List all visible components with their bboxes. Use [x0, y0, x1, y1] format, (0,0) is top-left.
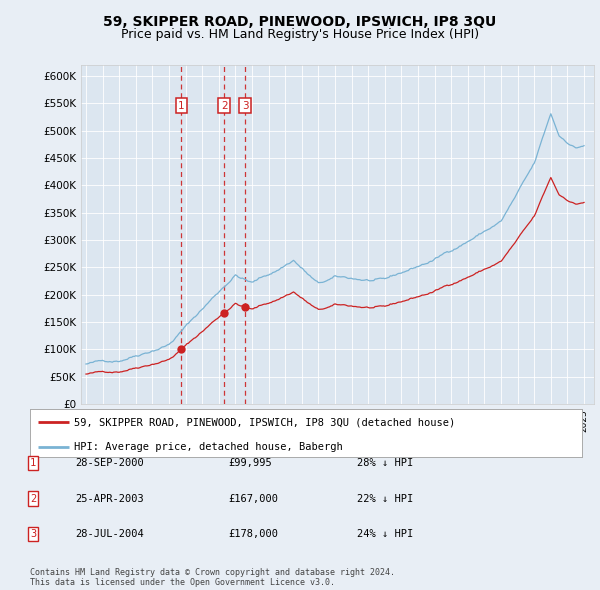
- Text: 22% ↓ HPI: 22% ↓ HPI: [357, 494, 413, 503]
- Text: Contains HM Land Registry data © Crown copyright and database right 2024.
This d: Contains HM Land Registry data © Crown c…: [30, 568, 395, 587]
- Text: 28-JUL-2004: 28-JUL-2004: [75, 529, 144, 539]
- Text: £99,995: £99,995: [228, 458, 272, 468]
- Text: 59, SKIPPER ROAD, PINEWOOD, IPSWICH, IP8 3QU (detached house): 59, SKIPPER ROAD, PINEWOOD, IPSWICH, IP8…: [74, 417, 455, 427]
- Text: 28-SEP-2000: 28-SEP-2000: [75, 458, 144, 468]
- Text: 1: 1: [30, 458, 36, 468]
- Text: Price paid vs. HM Land Registry's House Price Index (HPI): Price paid vs. HM Land Registry's House …: [121, 28, 479, 41]
- Text: £178,000: £178,000: [228, 529, 278, 539]
- Text: 59, SKIPPER ROAD, PINEWOOD, IPSWICH, IP8 3QU: 59, SKIPPER ROAD, PINEWOOD, IPSWICH, IP8…: [103, 15, 497, 29]
- Text: £167,000: £167,000: [228, 494, 278, 503]
- Text: 3: 3: [30, 529, 36, 539]
- Text: 25-APR-2003: 25-APR-2003: [75, 494, 144, 503]
- Text: HPI: Average price, detached house, Babergh: HPI: Average price, detached house, Babe…: [74, 441, 343, 451]
- Text: 2: 2: [30, 494, 36, 503]
- Text: 1: 1: [178, 101, 185, 110]
- Text: 2: 2: [221, 101, 227, 110]
- Text: 3: 3: [242, 101, 248, 110]
- Text: 24% ↓ HPI: 24% ↓ HPI: [357, 529, 413, 539]
- Text: 28% ↓ HPI: 28% ↓ HPI: [357, 458, 413, 468]
